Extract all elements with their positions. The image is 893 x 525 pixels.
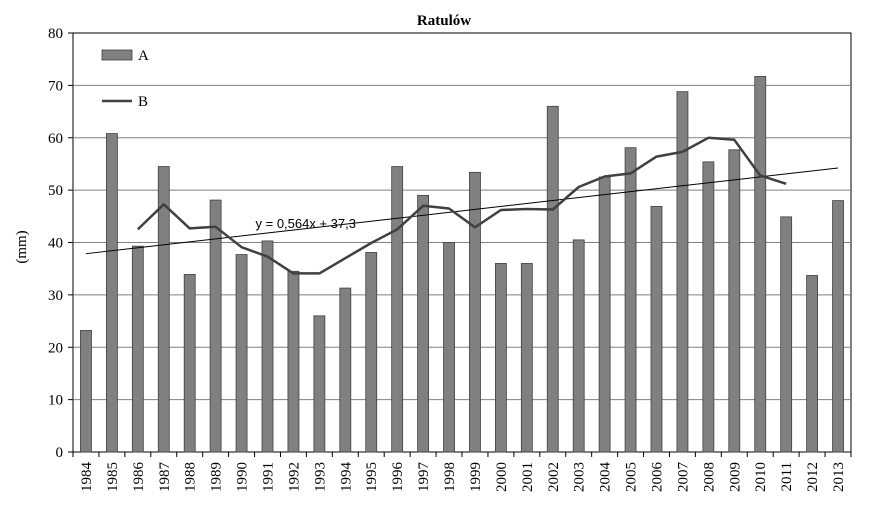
x-tick-label: 2010 xyxy=(753,462,769,492)
bar-2006 xyxy=(650,205,663,453)
bar-1995 xyxy=(365,252,378,453)
x-tick-label: 2002 xyxy=(546,462,562,492)
y-tick-label: 70 xyxy=(48,78,63,94)
bar-1997 xyxy=(417,194,430,453)
y-tick-label: 60 xyxy=(48,131,63,147)
x-tick-label: 2001 xyxy=(520,462,536,492)
x-tick-label: 1996 xyxy=(390,462,406,493)
x-tick-label: 2004 xyxy=(598,462,614,493)
x-tick-label: 2012 xyxy=(805,462,821,492)
bar-1992 xyxy=(287,270,300,453)
bar-2008 xyxy=(702,161,715,453)
bar-2009 xyxy=(728,149,741,453)
bar-1988 xyxy=(183,274,196,453)
x-tick-label: 2005 xyxy=(624,462,640,492)
bar-1990 xyxy=(235,254,248,453)
x-tick-label: 1993 xyxy=(312,462,328,492)
bar-2010 xyxy=(754,76,767,453)
bar-1984 xyxy=(80,330,92,453)
bar-1986 xyxy=(131,245,144,453)
x-tick-label: 1992 xyxy=(286,462,302,492)
bar-1985 xyxy=(106,133,118,453)
bar-1989 xyxy=(209,199,222,453)
legend-swatch-A xyxy=(101,49,133,61)
x-tick-label: 2007 xyxy=(675,462,691,493)
bar-2013 xyxy=(832,200,844,453)
y-tick-label: 80 xyxy=(48,26,63,42)
bar-2003 xyxy=(572,239,585,453)
bar-1994 xyxy=(339,287,352,453)
x-tick-label: 1985 xyxy=(105,462,121,492)
y-tick-label: 30 xyxy=(48,288,63,304)
x-tick-label: 2008 xyxy=(701,462,717,492)
bar-2004 xyxy=(598,176,611,453)
x-tick-label: 2000 xyxy=(494,462,510,492)
x-tick-label: 2013 xyxy=(831,462,847,492)
x-tick-label: 1999 xyxy=(468,462,484,492)
x-tick-label: 1987 xyxy=(157,462,173,493)
y-tick-label: 40 xyxy=(48,236,63,252)
x-tick-label: 2003 xyxy=(572,462,588,492)
x-tick-label: 1995 xyxy=(364,462,380,492)
bar-1998 xyxy=(443,242,455,453)
series-line-B xyxy=(136,136,787,275)
bar-2001 xyxy=(520,263,533,453)
bar-2012 xyxy=(806,275,818,453)
chart-title: Ratulów xyxy=(417,13,471,29)
x-tick-label: 1998 xyxy=(442,462,458,492)
bar-1999 xyxy=(469,171,481,453)
x-tick-label: 1994 xyxy=(338,462,354,493)
bar-1991 xyxy=(261,240,274,453)
bar-1996 xyxy=(391,166,404,453)
bar-2011 xyxy=(780,216,793,453)
y-tick-label: 10 xyxy=(48,393,63,409)
x-tick-label: 1991 xyxy=(261,462,277,492)
x-tick-label: 1986 xyxy=(131,462,147,493)
y-tick-label: 0 xyxy=(56,445,64,461)
y-tick-label: 20 xyxy=(48,340,63,356)
bar-2007 xyxy=(676,91,689,453)
x-tick-label: 1988 xyxy=(183,462,199,492)
x-tick-label: 1989 xyxy=(209,462,225,492)
y-axis-label: (mm) xyxy=(14,230,30,263)
x-tick-label: 1984 xyxy=(79,462,95,493)
x-tick-label: 1997 xyxy=(416,462,432,493)
bar-2005 xyxy=(624,147,637,453)
x-tick-label: 2009 xyxy=(727,462,743,492)
legend-label-B: B xyxy=(138,94,148,110)
x-tick-label: 2006 xyxy=(650,462,666,493)
bar-1993 xyxy=(313,315,326,453)
bar-2002 xyxy=(546,105,559,453)
bar-2000 xyxy=(494,263,507,453)
trend-equation: y = 0,564x + 37,3 xyxy=(256,216,356,231)
trend-line xyxy=(85,167,839,255)
x-tick-label: 2011 xyxy=(779,462,795,491)
legend-label-A: A xyxy=(138,48,149,64)
x-tick-label: 1990 xyxy=(235,462,251,492)
bar-1987 xyxy=(157,166,170,453)
y-tick-label: 50 xyxy=(48,183,63,199)
